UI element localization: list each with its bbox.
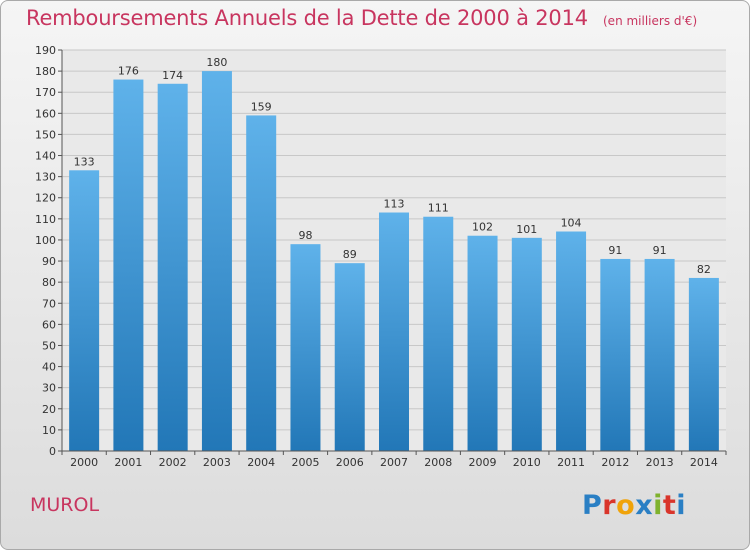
x-tick-label: 2009 [469, 456, 497, 469]
data-label: 111 [428, 202, 449, 215]
y-tick-label: 30 [42, 382, 56, 395]
data-label: 101 [516, 223, 537, 236]
bar-2000 [69, 170, 100, 452]
x-tick-label: 2014 [690, 456, 718, 469]
x-tick-label: 2012 [601, 456, 629, 469]
logo-letter: x [635, 490, 654, 521]
bars [69, 71, 719, 452]
bar-2014 [688, 277, 719, 451]
data-label: 102 [472, 221, 493, 234]
logo-letter: i [653, 490, 663, 521]
y-tick-label: 170 [35, 86, 56, 99]
y-tick-label: 150 [35, 128, 56, 141]
logo-letter: P [582, 490, 603, 521]
bar-2007 [379, 212, 409, 451]
bar-2009 [467, 235, 498, 451]
x-tick-label: 2004 [247, 456, 275, 469]
data-label: 176 [118, 65, 139, 78]
bar-2003 [201, 71, 232, 452]
bar-2012 [600, 258, 631, 451]
data-label: 89 [343, 248, 357, 261]
logo-letter: t [662, 490, 677, 521]
x-tick-label: 2010 [513, 456, 541, 469]
logo-letter: r [602, 490, 617, 521]
bar-2008 [423, 216, 454, 451]
data-labels: 133 176 174 180 159 98 89 113 111 102 101 104 91 91 82 [74, 56, 711, 276]
data-label: 82 [697, 263, 711, 276]
bar-2001 [113, 79, 144, 452]
x-tick-label: 2000 [70, 456, 98, 469]
chart-title: Remboursements Annuels de la Dette de 20… [26, 6, 588, 30]
title-row: Remboursements Annuels de la Dette de 20… [26, 6, 697, 30]
x-tick-label: 2008 [424, 456, 452, 469]
y-tick-label: 110 [35, 213, 56, 226]
y-tick-label: 90 [42, 255, 56, 268]
bar-2010 [511, 237, 542, 451]
bar-2013 [644, 258, 675, 451]
bar-2006 [334, 263, 365, 451]
x-tick-label: 2001 [114, 456, 142, 469]
data-label: 113 [384, 198, 405, 211]
y-tick-label: 180 [35, 65, 56, 78]
x-tick-label: 2006 [336, 456, 364, 469]
y-tick-label: 130 [35, 171, 56, 184]
y-tick-label: 20 [42, 403, 56, 416]
y-axis-ticks: 0 10 20 30 40 50 60 70 80 90 100 110 120 130 140 150 160… [35, 44, 62, 458]
x-tick-label: 2011 [557, 456, 585, 469]
x-tick-label: 2003 [203, 456, 231, 469]
data-label: 174 [162, 69, 183, 82]
y-tick-label: 190 [35, 44, 56, 57]
chart-subtitle: (en milliers d'€) [603, 14, 698, 28]
y-tick-label: 160 [35, 107, 56, 120]
bar-2004 [246, 115, 277, 451]
y-tick-label: 50 [42, 339, 56, 352]
data-label: 159 [251, 100, 272, 113]
y-tick-label: 120 [35, 192, 56, 205]
x-tick-label: 2002 [159, 456, 187, 469]
data-label: 98 [298, 229, 312, 242]
x-tick-label: 2013 [646, 456, 674, 469]
data-label: 91 [653, 244, 667, 257]
y-tick-label: 40 [42, 361, 56, 374]
x-tick-label: 2007 [380, 456, 408, 469]
data-label: 91 [608, 244, 622, 257]
proxiti-logo[interactable]: Proxiti [582, 490, 686, 521]
bar-2005 [290, 244, 321, 451]
logo-letter: i [676, 490, 687, 521]
data-label: 180 [206, 56, 227, 69]
y-tick-label: 140 [35, 150, 56, 163]
bar-2011 [556, 231, 587, 451]
y-tick-label: 100 [35, 234, 56, 247]
y-tick-label: 0 [49, 445, 56, 458]
commune-name: MUROL [30, 494, 100, 516]
data-label: 133 [74, 155, 95, 168]
bar-2002 [157, 83, 188, 451]
y-tick-label: 70 [42, 297, 56, 310]
data-label: 104 [561, 217, 582, 230]
logo-letter: o [616, 490, 636, 521]
x-tick-label: 2005 [291, 456, 319, 469]
y-tick-label: 80 [42, 276, 56, 289]
x-axis-ticks: 2000 2001 2002 2003 2004 2005 2006 2007 2008 2009… [61, 451, 727, 469]
y-tick-label: 10 [42, 424, 56, 437]
y-tick-label: 60 [42, 318, 56, 331]
